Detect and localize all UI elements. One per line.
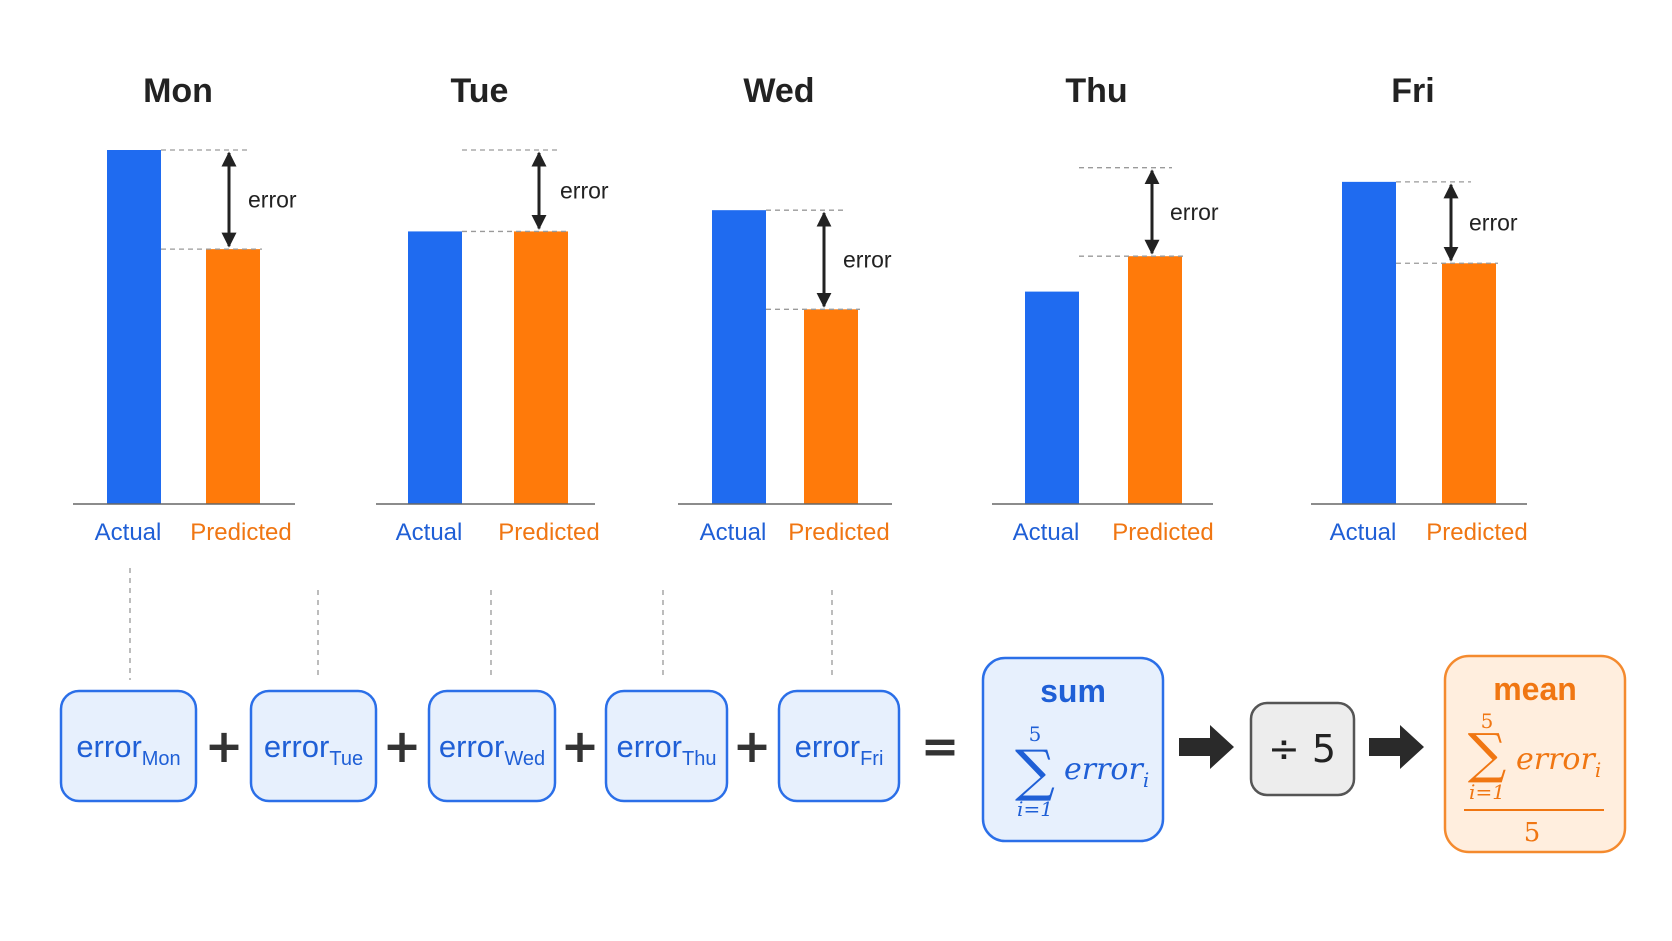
error-label: error	[560, 178, 609, 204]
predicted-legend-label: Predicted	[1112, 519, 1213, 546]
day-title: Fri	[1391, 72, 1434, 110]
term-box	[777, 689, 901, 803]
error-term-label: errorFri	[795, 729, 884, 770]
error-term-label: errorMon	[76, 729, 180, 770]
term-box	[249, 689, 378, 803]
error-label: error	[248, 187, 297, 213]
actual-bar	[1025, 291, 1079, 504]
mean-denominator: 5	[1524, 818, 1541, 848]
mean-upper-limit: 5	[1481, 709, 1494, 733]
dashed-connectors	[129, 568, 833, 680]
actual-bar	[107, 150, 161, 504]
term-box	[604, 689, 729, 803]
divide-box-frame	[1249, 701, 1356, 797]
term-base: error	[264, 729, 329, 764]
term-box	[59, 689, 198, 803]
sum-title: sum	[1040, 673, 1106, 709]
term-base: error	[617, 729, 682, 764]
plus-sign: +	[383, 719, 422, 773]
term-subscript: Tue	[329, 748, 363, 770]
right-arrow	[1179, 725, 1234, 769]
error-term-label: errorThu	[617, 729, 717, 770]
mean-lower-limit: i=1	[1469, 780, 1505, 804]
actual-legend-label: Actual	[95, 519, 162, 546]
term-base: error	[439, 729, 504, 764]
term-base: error	[76, 729, 141, 764]
equals-sign: =	[921, 719, 960, 773]
day-chart-mon: Mon error Actual Predicted	[73, 72, 297, 546]
actual-bar	[408, 231, 462, 505]
sum-box-frame	[981, 656, 1165, 843]
error-label: error	[1469, 210, 1518, 236]
day-chart-fri: Fri error Actual Predicted	[1311, 72, 1528, 546]
plus-sign: +	[733, 719, 772, 773]
divide-box: ÷ 5	[1249, 701, 1356, 797]
predicted-bar	[804, 309, 858, 504]
actual-legend-label: Actual	[1330, 519, 1397, 546]
error-label: error	[1170, 199, 1219, 225]
sum-term: errori	[1064, 752, 1149, 792]
formula-row: errorMon errorTue errorWed errorThu errorFri…	[59, 654, 1627, 854]
predicted-bar	[1128, 256, 1182, 504]
term-subscript: Mon	[142, 748, 181, 770]
actual-bar	[1342, 181, 1396, 505]
sum-lower-limit: i=1	[1017, 797, 1053, 821]
day-title: Wed	[743, 72, 814, 110]
term-base: error	[795, 729, 860, 764]
mean-term-subscript: i	[1595, 758, 1601, 782]
error-term-label: errorWed	[439, 729, 545, 770]
predicted-legend-label: Predicted	[190, 519, 291, 546]
actual-legend-label: Actual	[396, 519, 463, 546]
day-title: Mon	[143, 72, 213, 110]
predicted-legend-label: Predicted	[788, 519, 889, 546]
bar-charts: Mon error Actual Predicted Tue error Actual Pre…	[73, 72, 1528, 546]
mean-term: errori	[1516, 742, 1601, 782]
term-box	[427, 689, 557, 803]
predicted-bar	[1442, 263, 1496, 504]
sigma-symbol: ∑	[1015, 739, 1055, 804]
error-term-label: errorTue	[264, 729, 363, 770]
right-arrow	[1369, 725, 1424, 769]
term-subscript: Fri	[860, 748, 883, 770]
term-subscript: Wed	[504, 748, 545, 770]
sum-term-base: error	[1064, 752, 1144, 787]
error-term-box-fri: errorFri	[777, 689, 901, 803]
predicted-bar	[514, 231, 568, 505]
plus-sign: +	[561, 719, 600, 773]
actual-bar	[712, 210, 766, 504]
day-chart-thu: Thu error Actual Predicted	[992, 72, 1219, 546]
divide-label: ÷ 5	[1268, 727, 1336, 771]
mean-box-frame	[1443, 654, 1627, 854]
mean-title: mean	[1493, 671, 1577, 707]
error-term-box-wed: errorWed	[427, 689, 557, 803]
mean-sigma-symbol: ∑	[1468, 722, 1507, 785]
day-title: Thu	[1065, 72, 1127, 110]
error-term-box-thu: errorThu	[604, 689, 729, 803]
predicted-legend-label: Predicted	[498, 519, 599, 546]
term-subscript: Thu	[682, 748, 716, 770]
day-chart-wed: Wed error Actual Predicted	[678, 72, 892, 546]
sum-upper-limit: 5	[1029, 722, 1042, 746]
actual-legend-label: Actual	[700, 519, 767, 546]
error-label: error	[843, 247, 892, 273]
day-chart-tue: Tue error Actual Predicted	[376, 72, 609, 546]
predicted-legend-label: Predicted	[1426, 519, 1527, 546]
day-title: Tue	[451, 72, 509, 110]
predicted-bar	[206, 249, 260, 504]
actual-legend-label: Actual	[1013, 519, 1080, 546]
error-term-box-tue: errorTue	[249, 689, 378, 803]
mean-term-base: error	[1516, 742, 1596, 777]
plus-sign: +	[205, 719, 244, 773]
sum-term-subscript: i	[1143, 768, 1149, 792]
sum-box: sum 5∑i=1 errori	[981, 656, 1165, 843]
error-term-box-mon: errorMon	[59, 689, 198, 803]
